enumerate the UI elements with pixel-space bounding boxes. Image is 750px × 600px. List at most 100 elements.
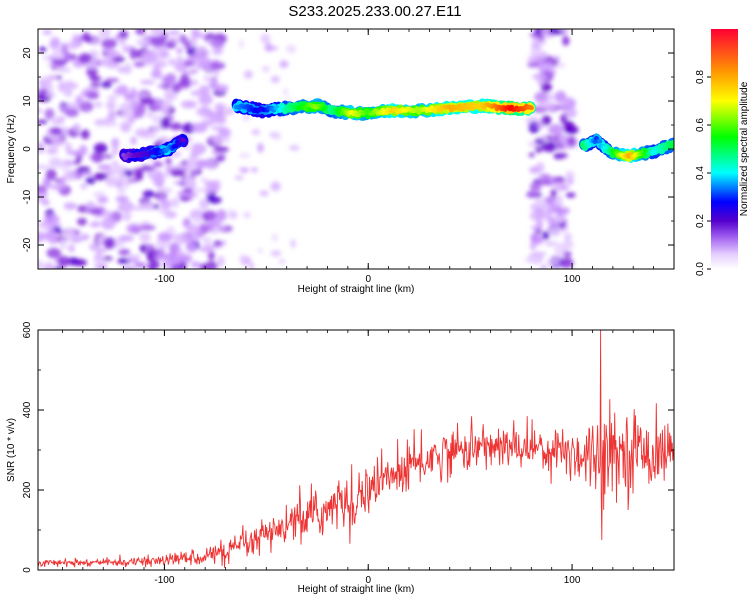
spectrogram-noise-blob xyxy=(38,165,50,170)
spectrogram-noise-blob xyxy=(164,73,177,85)
spectrogram-noise-blob xyxy=(97,164,113,171)
spectrogram-noise-blob xyxy=(152,174,165,187)
snr-y-tick-label: 600 xyxy=(22,321,33,338)
spectrogram-noise-blob xyxy=(78,144,88,156)
spectrogram-noise-blob xyxy=(172,38,183,43)
spectrogram-noise-blob xyxy=(129,47,138,60)
snr-series-line xyxy=(38,330,674,568)
spectrogram-noise-blob xyxy=(566,176,574,185)
spectrogram-noise-blob xyxy=(59,239,68,250)
spectrogram-noise-blob xyxy=(528,121,540,134)
spectrogram-noise-blob xyxy=(123,169,134,177)
spectrogram-noise-blob xyxy=(104,170,115,175)
spectrogram-noise-blob xyxy=(563,107,577,119)
spectrogram-noise-blob xyxy=(272,233,278,242)
spectrogram-noise-blob xyxy=(167,58,177,66)
spectrogram-noise-blob xyxy=(142,53,159,64)
spectrogram-noise-blob xyxy=(259,190,269,197)
spectrogram-noise-blob xyxy=(160,199,172,209)
spectrogram-noise-blob xyxy=(540,82,552,93)
spectrogram-noise-blob xyxy=(101,154,114,159)
spectrogram-noise-blob xyxy=(243,70,253,79)
spectrogram-noise-blob xyxy=(58,255,70,268)
spectrogram-noise-blob xyxy=(102,121,118,127)
spectrogram-noise-blob xyxy=(180,100,197,109)
spectrogram-noise-blob xyxy=(534,138,545,144)
spectrogram-noise-blob xyxy=(199,263,208,269)
spectrogram-noise-blob xyxy=(212,46,223,56)
spectrogram-noise-blob xyxy=(80,129,90,140)
spectrogram-noise-blob xyxy=(199,198,210,210)
spectrogram-noise-blob xyxy=(182,122,196,134)
spectrogram-noise-blob xyxy=(64,108,79,118)
spectrogram-noise-blob xyxy=(65,228,75,241)
spectrogram-noise-blob xyxy=(548,124,564,136)
spectrogram-ridge-cell xyxy=(528,105,534,111)
spectrogram-noise-blob xyxy=(135,128,150,138)
spectrogram-x-tick-label: 100 xyxy=(564,274,581,285)
spectrogram-noise-blob xyxy=(549,226,561,237)
spectrogram-noise-blob xyxy=(212,134,225,145)
spectrogram-noise-blob xyxy=(270,75,280,84)
spectrogram-noise-blob xyxy=(279,60,289,69)
spectrogram-noise-blob xyxy=(557,152,569,159)
spectrogram-noise-blob xyxy=(195,46,207,55)
spectrogram-noise-blob xyxy=(101,38,117,49)
spectrogram-noise-blob xyxy=(182,188,194,193)
spectrogram-noise-blob xyxy=(221,137,231,143)
spectrogram-noise-blob xyxy=(536,219,543,231)
spectrogram-noise-blob xyxy=(126,223,141,234)
spectrogram-noise-blob xyxy=(176,47,183,54)
spectrogram-noise-blob xyxy=(111,56,126,63)
spectrogram-noise-blob xyxy=(201,210,217,221)
spectrogram-noise-blob xyxy=(85,90,98,100)
spectrogram-noise-blob xyxy=(211,60,220,71)
spectrogram-noise-blob xyxy=(150,29,166,36)
spectrogram-noise-blob xyxy=(251,129,261,136)
snr-x-tick-label: 0 xyxy=(365,575,371,586)
spectrogram-noise-blob xyxy=(43,262,55,269)
spectrogram-noise-blob xyxy=(150,69,163,79)
spectrogram-noise-blob xyxy=(238,153,251,158)
spectrogram-noise-blob xyxy=(135,38,147,46)
spectrogram-noise-blob xyxy=(242,113,250,122)
spectrogram-noise-blob xyxy=(540,265,548,269)
spectrogram-noise-blob xyxy=(153,204,160,209)
spectrogram-noise-blob xyxy=(541,71,554,83)
spectrogram-noise-blob xyxy=(561,207,570,215)
spectrogram-noise-blob xyxy=(238,39,245,50)
spectrogram-noise-blob xyxy=(190,142,207,155)
spectrogram-noise-blob xyxy=(198,93,213,106)
spectrogram-noise-blob xyxy=(122,266,137,269)
spectrogram-noise-blob xyxy=(107,49,120,59)
spectrogram-noise-blob xyxy=(103,237,116,250)
spectrogram-noise-blob xyxy=(558,99,568,108)
spectrogram-noise-blob xyxy=(191,122,208,133)
spectrogram-noise-blob xyxy=(534,197,546,210)
spectrogram-noise-blob xyxy=(42,199,50,206)
spectrogram-noise-blob xyxy=(197,57,213,69)
spectrogram-noise-blob xyxy=(72,123,81,133)
spectrogram-noise-blob xyxy=(118,200,134,212)
spectrogram-noise-blob xyxy=(565,192,576,198)
spectrogram-noise-blob xyxy=(553,63,566,68)
spectrogram-y-axis-label: Frequency (Hz) xyxy=(6,115,17,184)
spectrogram-noise-blob xyxy=(164,211,177,219)
spectrogram-noise-blob xyxy=(270,181,281,192)
spectrogram-noise-blob xyxy=(531,251,547,256)
spectrogram-noise-blob xyxy=(90,57,98,70)
spectrogram-noise-blob xyxy=(44,108,55,120)
spectrogram-y-tick-label: 10 xyxy=(22,95,33,107)
spectrogram-noise-blob xyxy=(157,49,170,59)
spectrogram-y-tick-label: -20 xyxy=(22,237,33,252)
spectrogram-noise-blob xyxy=(556,195,564,201)
spectrogram-noise-blob xyxy=(210,39,225,48)
spectrogram-noise-blob xyxy=(42,177,52,189)
spectrogram-noise-blob xyxy=(168,30,181,36)
spectrogram-noise-blob xyxy=(167,251,178,262)
spectrogram-noise-blob xyxy=(185,241,197,254)
spectrogram-noise-blob xyxy=(95,248,108,253)
spectrogram-noise-blob xyxy=(196,165,203,171)
spectrogram-noise-blob xyxy=(94,263,108,269)
spectrogram-noise-blob xyxy=(234,175,244,180)
